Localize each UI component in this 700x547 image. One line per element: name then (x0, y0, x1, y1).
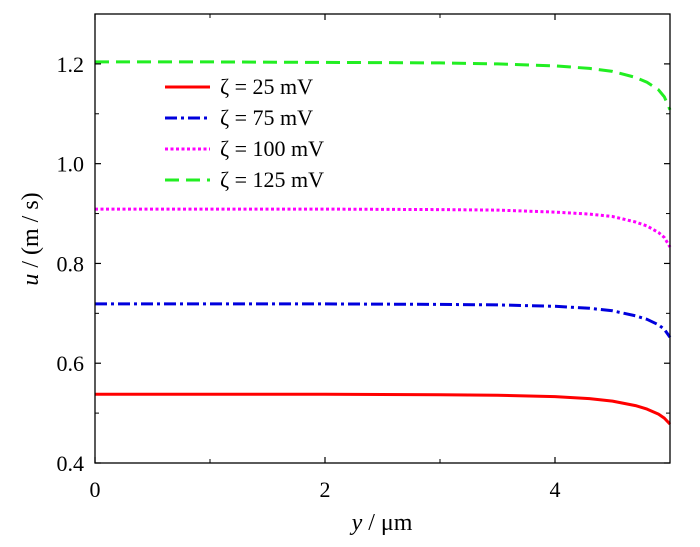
x-tick-label: 4 (550, 477, 561, 502)
x-axis-variable: y (350, 510, 363, 536)
x-axis-unit: / μm (362, 510, 413, 536)
y-axis-variable: u (18, 274, 44, 286)
y-tick-label: 0.6 (57, 351, 85, 376)
series-line-1 (95, 392, 672, 426)
y-tick-label: 0.8 (57, 251, 85, 276)
plot-frame (94, 13, 671, 464)
legend: ζ = 25 mV ζ = 75 mV ζ = 100 mV ζ = 125 mV (165, 74, 324, 192)
x-axis-label: y / μm (350, 510, 413, 536)
series-layer (95, 60, 672, 426)
y-tick-label: 1.2 (57, 52, 85, 77)
y-tick-label: 0.4 (57, 451, 85, 476)
series-line-3 (95, 207, 672, 248)
ticks-layer: 0 2 4 0.4 0.6 0.8 1.0 1.2 (57, 13, 671, 502)
legend-label-2: ζ = 75 mV (220, 105, 313, 130)
x-tick-label: 2 (320, 477, 331, 502)
y-axis-unit: / (m / s) (18, 192, 44, 273)
x-tick-label: 0 (90, 477, 101, 502)
legend-label-1: ζ = 25 mV (220, 74, 313, 99)
y-axis-label: u / (m / s) (18, 192, 44, 285)
y-tick-label: 1.0 (57, 152, 85, 177)
legend-label-4: ζ = 125 mV (220, 167, 324, 192)
legend-label-3: ζ = 100 mV (220, 136, 324, 161)
series-line-2 (95, 302, 672, 339)
series-line-4 (95, 60, 672, 111)
